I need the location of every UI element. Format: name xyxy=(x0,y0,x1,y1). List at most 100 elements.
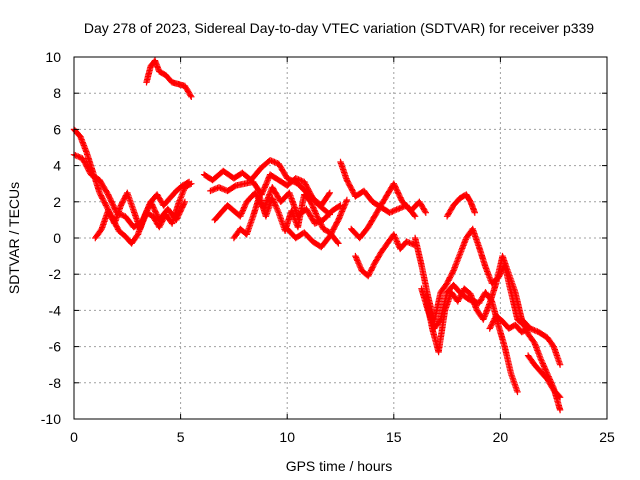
y-tick-label: -10 xyxy=(41,411,61,427)
data-point-markers xyxy=(328,202,344,215)
data-point-markers xyxy=(237,200,250,220)
data-point-markers xyxy=(79,155,94,177)
data-point-markers xyxy=(416,198,429,216)
data-point-markers xyxy=(124,189,137,213)
data-point-markers xyxy=(166,188,179,202)
y-tick-label: -6 xyxy=(49,339,62,355)
data-point-markers xyxy=(87,171,102,183)
data-point-markers xyxy=(418,261,431,298)
data-point-markers xyxy=(475,243,489,269)
series-q xyxy=(518,316,564,368)
data-point-markers xyxy=(469,225,482,249)
data-point-markers xyxy=(422,292,436,331)
data-point-markers xyxy=(450,252,463,274)
series-r xyxy=(524,352,564,401)
data-point-markers xyxy=(492,312,505,324)
y-tick-label: 6 xyxy=(53,121,61,137)
data-point-markers xyxy=(104,191,120,215)
x-tick-label: 15 xyxy=(386,429,402,445)
data-point-markers xyxy=(535,328,550,340)
data-point-markers xyxy=(181,82,195,100)
data-point-markers xyxy=(77,133,90,155)
data-point-markers xyxy=(437,281,450,296)
data-point-markers xyxy=(294,180,311,197)
data-point-markers xyxy=(269,195,282,215)
x-tick-label: 25 xyxy=(599,429,615,445)
x-tick-label: 0 xyxy=(70,429,78,445)
data-point-markers xyxy=(390,231,403,251)
y-tick-label: 8 xyxy=(53,85,61,101)
data-point-markers xyxy=(443,203,456,220)
data-point-markers xyxy=(505,271,518,294)
data-points xyxy=(70,57,564,414)
y-tick-label: 2 xyxy=(53,194,61,210)
x-tick-label: 20 xyxy=(493,429,509,445)
data-point-markers xyxy=(326,218,341,240)
data-point-markers xyxy=(467,290,480,313)
data-point-markers xyxy=(467,198,478,216)
data-point-markers xyxy=(335,196,351,224)
y-tick-label: 4 xyxy=(53,158,61,174)
data-point-markers xyxy=(544,334,556,349)
series-s xyxy=(486,312,532,336)
data-point-markers xyxy=(518,325,532,336)
data-point-markers xyxy=(360,187,375,204)
data-point-markers xyxy=(173,183,185,195)
chart-title: Day 278 of 2023, Sidereal Day-to-day VTE… xyxy=(84,20,594,36)
data-point-markers xyxy=(175,185,188,207)
data-point-markers xyxy=(544,376,557,392)
data-point-markers xyxy=(224,202,236,214)
data-point-markers xyxy=(495,321,508,349)
data-point-markers xyxy=(411,234,425,267)
data-point-markers xyxy=(160,196,173,209)
data-point-markers xyxy=(258,172,273,198)
data-point-markers xyxy=(96,176,111,197)
data-point-markers xyxy=(111,203,124,227)
data-point-markers xyxy=(96,189,109,208)
data-point-markers xyxy=(550,343,564,368)
series-p xyxy=(443,191,478,220)
data-point-markers xyxy=(512,289,525,322)
data-point-markers xyxy=(507,289,521,322)
data-point-markers xyxy=(83,149,96,175)
data-point-markers xyxy=(486,281,499,307)
data-point-markers xyxy=(373,196,388,216)
data-point-markers xyxy=(143,64,154,86)
data-point-markers xyxy=(443,268,456,287)
data-point-markers xyxy=(318,234,333,251)
data-point-markers xyxy=(115,227,128,239)
y-tick-label: 10 xyxy=(45,49,61,65)
data-point-markers xyxy=(266,171,281,183)
data-point-markers xyxy=(507,370,521,396)
data-point-markers xyxy=(286,189,301,218)
data-point-markers xyxy=(301,191,313,204)
data-point-markers xyxy=(320,225,332,235)
ticks: 0 5 10 15 20 25 -10 -8 -6 -4 -2 0 2 4 6 8 10 xyxy=(41,49,615,445)
data-point-markers xyxy=(181,180,195,191)
series-m xyxy=(411,225,528,329)
data-point-markers xyxy=(435,308,448,356)
series-l xyxy=(352,231,419,280)
data-point-markers xyxy=(377,241,390,256)
data-point-markers xyxy=(294,192,308,231)
y-tick-label: 0 xyxy=(53,230,61,246)
series-k xyxy=(348,180,429,242)
data-point-markers xyxy=(499,252,512,276)
data-point-markers xyxy=(275,160,290,181)
data-point-markers xyxy=(307,198,320,218)
x-tick-label: 5 xyxy=(177,429,185,445)
data-point-markers xyxy=(318,189,333,209)
data-point-markers xyxy=(482,263,495,285)
data-point-markers xyxy=(156,68,168,78)
data-point-markers xyxy=(337,158,350,182)
data-point-markers xyxy=(480,301,493,323)
y-tick-label: -2 xyxy=(49,266,62,282)
data-point-markers xyxy=(320,208,335,224)
data-point-markers xyxy=(365,210,380,231)
data-point-markers xyxy=(168,201,182,227)
data-point-markers xyxy=(301,229,315,244)
data-point-markers xyxy=(531,361,544,375)
data-point-markers xyxy=(243,214,256,238)
